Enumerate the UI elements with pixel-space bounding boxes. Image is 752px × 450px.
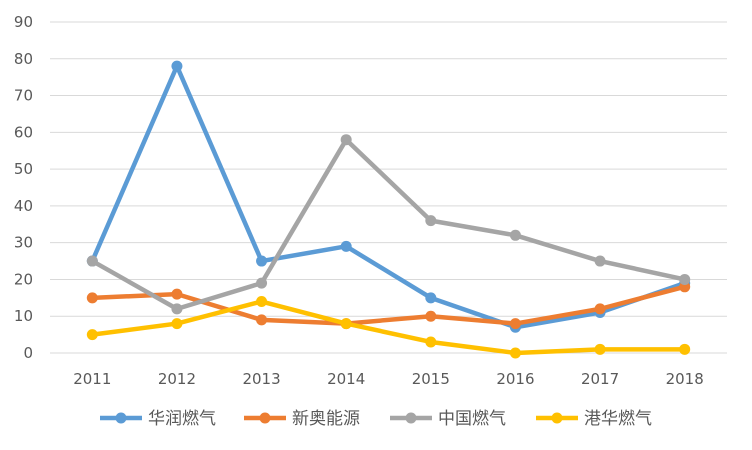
series-lines — [86, 60, 691, 359]
y-tick-label: 50 — [14, 160, 33, 178]
legend-marker — [115, 412, 127, 424]
series-line — [90, 63, 687, 330]
data-point — [340, 318, 352, 330]
x-tick-label: 2014 — [327, 370, 365, 388]
x-tick-label: 2017 — [581, 370, 619, 388]
series-line — [90, 299, 687, 356]
legend-item: 港华燃气 — [536, 409, 652, 429]
y-tick-label: 90 — [14, 13, 33, 31]
data-point — [594, 255, 606, 267]
series-line — [90, 137, 687, 312]
data-point — [171, 303, 183, 315]
y-tick-label: 20 — [14, 270, 33, 288]
data-point — [425, 292, 437, 304]
y-tick-label: 60 — [14, 123, 33, 141]
series-3 — [86, 296, 691, 359]
data-point — [509, 318, 521, 330]
data-point — [86, 255, 98, 267]
x-tick-label: 2013 — [242, 370, 280, 388]
x-tick-label: 2012 — [158, 370, 196, 388]
data-point — [340, 134, 352, 146]
data-point — [86, 329, 98, 341]
x-tick-label: 2015 — [412, 370, 450, 388]
data-point — [171, 288, 183, 300]
legend-label: 中国燃气 — [438, 409, 506, 429]
data-point — [509, 347, 521, 359]
data-point — [425, 215, 437, 227]
x-tick-label: 2011 — [73, 370, 111, 388]
data-point — [340, 240, 352, 252]
data-point — [256, 314, 268, 326]
data-point — [679, 273, 691, 285]
data-point — [594, 343, 606, 355]
y-tick-label: 10 — [14, 307, 33, 325]
grid-lines — [50, 21, 727, 354]
y-tick-label: 70 — [14, 87, 33, 105]
legend: 华润燃气 新奥能源 中国燃气 港华燃气 — [100, 409, 652, 429]
data-point — [171, 60, 183, 72]
y-axis-ticks: 0 10 20 30 40 50 60 70 80 90 — [14, 13, 33, 362]
y-tick-label: 30 — [14, 234, 33, 252]
data-point — [425, 336, 437, 348]
legend-label: 港华燃气 — [584, 409, 652, 429]
legend-marker — [405, 412, 417, 424]
series-2 — [86, 134, 691, 315]
legend-label: 华润燃气 — [148, 409, 216, 429]
x-tick-label: 2018 — [666, 370, 704, 388]
data-point — [425, 310, 437, 322]
data-point — [256, 277, 268, 289]
data-point — [679, 343, 691, 355]
data-point — [594, 303, 606, 315]
legend-label: 新奥能源 — [292, 409, 360, 429]
legend-item: 新奥能源 — [244, 409, 360, 429]
series-line — [90, 284, 687, 326]
legend-item: 华润燃气 — [100, 409, 216, 429]
legend-marker — [551, 412, 563, 424]
x-axis-ticks: 2011 2012 2013 2014 2015 2016 2017 2018 — [73, 370, 704, 388]
legend-marker — [259, 412, 271, 424]
data-point — [171, 318, 183, 330]
data-point — [256, 255, 268, 267]
data-point — [509, 229, 521, 241]
data-point — [256, 296, 268, 308]
y-tick-label: 80 — [14, 50, 33, 68]
y-tick-label: 0 — [23, 344, 33, 362]
legend-item: 中国燃气 — [390, 409, 506, 429]
data-point — [86, 292, 98, 304]
y-tick-label: 40 — [14, 197, 33, 215]
x-tick-label: 2016 — [496, 370, 534, 388]
